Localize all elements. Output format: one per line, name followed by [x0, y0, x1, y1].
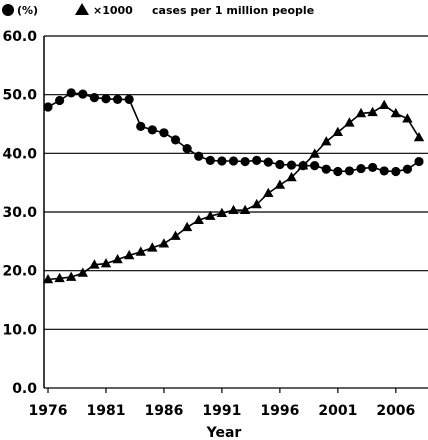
y-tick-label: 30.0	[2, 205, 37, 221]
y-tick-label: 60.0	[2, 29, 37, 45]
circle-point	[217, 156, 227, 166]
circle-point	[286, 160, 297, 170]
circle-point	[205, 155, 215, 165]
circle-point	[89, 93, 99, 103]
triangle-point	[77, 267, 88, 277]
triangle-point	[355, 107, 367, 118]
legend-circle-marker	[2, 4, 14, 16]
circle-point	[240, 156, 250, 167]
circle-point	[344, 166, 355, 176]
x-tick-label: 1991	[202, 403, 241, 419]
triangle-point	[193, 214, 204, 224]
triangle-point	[239, 204, 251, 214]
x-tick-label: 2001	[318, 403, 357, 419]
triangle-point	[100, 258, 112, 268]
triangle-point	[251, 198, 262, 209]
x-axis-tick-labels: 1976 1981 1986 1991 1996 2001 2006	[29, 403, 416, 419]
triangle-point	[158, 238, 170, 248]
circle-point	[136, 121, 146, 131]
triangle-point	[379, 99, 390, 109]
circle-point	[112, 94, 123, 104]
y-tick-label: 40.0	[2, 146, 37, 162]
y-tick-label: 50.0	[2, 88, 37, 104]
triangle-point	[344, 117, 355, 127]
triangle-point	[263, 187, 274, 197]
legend-extra-label: cases per 1 million people	[152, 4, 314, 17]
triangle-point	[42, 274, 54, 284]
circle-point	[54, 95, 65, 106]
circle-point	[414, 156, 424, 167]
circle-point	[170, 135, 181, 145]
legend-triangle-label: ×1000	[93, 4, 133, 17]
triangle-point	[332, 126, 343, 136]
circle-point	[147, 125, 157, 135]
triangle-point	[413, 132, 425, 142]
circle-point	[228, 156, 239, 166]
triangle-point	[205, 210, 216, 220]
circle-point	[379, 166, 389, 176]
circle-point	[159, 128, 169, 138]
x-tick-label: 1981	[86, 403, 125, 419]
triangle-point	[135, 246, 146, 256]
triangle-point	[54, 272, 65, 283]
circle-point	[368, 162, 378, 173]
circle-point	[321, 164, 331, 174]
circle-point	[182, 144, 192, 154]
series-markers	[42, 88, 425, 284]
triangle-point	[297, 160, 309, 170]
circle-point	[78, 89, 88, 99]
circle-point	[275, 159, 285, 170]
triangle-point	[228, 204, 239, 214]
legend-circle-label: (%)	[17, 4, 38, 17]
triangle-point	[390, 107, 401, 118]
circle-point	[310, 161, 320, 171]
series-line-triangle	[47, 104, 420, 281]
y-tick-label: 10.0	[2, 322, 37, 338]
triangle-point	[286, 171, 297, 182]
circle-point	[124, 94, 134, 104]
series-lines	[47, 92, 420, 281]
triangle-point	[124, 249, 135, 260]
x-tick-label: 1986	[144, 403, 183, 419]
x-axis-title: Year	[206, 425, 242, 440]
x-tick-label: 1976	[29, 403, 68, 419]
circle-point	[402, 164, 413, 174]
circle-point	[66, 88, 76, 98]
circle-point	[391, 166, 401, 177]
triangle-point	[321, 136, 332, 146]
circle-point	[333, 166, 343, 177]
triangle-point	[147, 242, 158, 252]
x-tick-label: 1996	[260, 403, 299, 419]
triangle-point	[112, 254, 123, 264]
circle-point	[194, 151, 204, 161]
triangle-point	[181, 221, 193, 232]
y-tick-label: 20.0	[2, 264, 37, 280]
triangle-point	[216, 207, 228, 217]
circle-point	[356, 163, 366, 174]
x-tick-label: 2006	[376, 403, 415, 419]
y-tick-label: 0.0	[12, 381, 37, 397]
triangle-point	[274, 179, 286, 189]
triangle-point	[170, 230, 181, 240]
circle-point	[252, 155, 262, 165]
legend-triangle-marker	[75, 3, 89, 15]
circle-point	[43, 102, 53, 112]
triangle-point	[309, 148, 320, 158]
gridlines	[43, 35, 428, 393]
triangle-point	[402, 113, 413, 123]
circle-point	[101, 94, 111, 104]
triangle-point	[89, 259, 100, 269]
triangle-point	[66, 271, 77, 281]
y-axis-tick-labels: 0.0 10.0 20.0 30.0 40.0 50.0 60.0	[2, 29, 37, 397]
triangle-point	[367, 106, 378, 117]
circle-point	[263, 157, 273, 167]
